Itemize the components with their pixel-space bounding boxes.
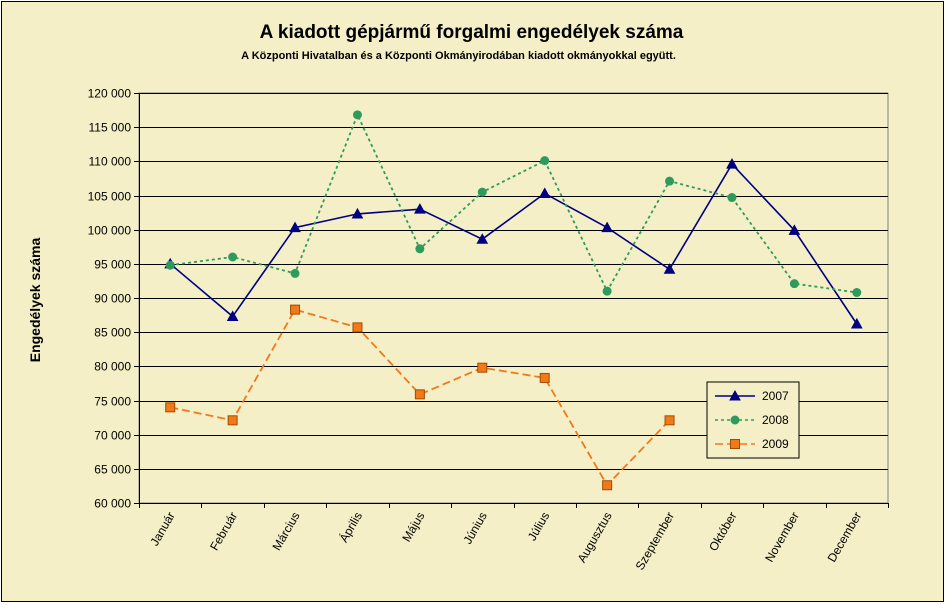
chart-subtitle: A Központi Hivatalban és a Központi Okmá…	[241, 50, 676, 62]
legend-entry-label: 2007	[762, 389, 789, 403]
data-point	[789, 279, 799, 289]
data-point	[228, 252, 238, 262]
data-point	[165, 402, 176, 413]
y-tick-label: 90 000	[94, 292, 131, 306]
y-tick-label: 80 000	[94, 360, 131, 374]
data-point	[601, 221, 613, 233]
data-point	[664, 415, 675, 426]
data-point	[852, 288, 862, 298]
y-tick-label: 105 000	[88, 190, 132, 204]
legend-marker	[729, 389, 741, 401]
y-tick-label: 120 000	[88, 87, 132, 101]
data-point	[788, 224, 801, 235]
legend-marker	[730, 415, 740, 425]
data-point	[477, 362, 488, 373]
legend-marker	[730, 439, 740, 449]
x-tick-label: Január	[147, 510, 177, 549]
x-tick-label: Szeptember	[633, 510, 677, 573]
data-point	[226, 310, 239, 321]
data-point	[850, 317, 863, 329]
data-point	[414, 389, 425, 400]
data-point	[538, 187, 551, 198]
data-point	[540, 156, 550, 166]
x-tick-label: Március	[270, 510, 303, 553]
series-line-2007	[169, 162, 858, 325]
data-point	[227, 415, 238, 426]
data-point	[165, 260, 175, 270]
x-tick-label: Május	[399, 510, 427, 545]
data-point	[665, 176, 675, 186]
x-tick-label: Július	[525, 510, 552, 544]
data-point	[602, 480, 613, 491]
legend: 2007 2008 2009	[706, 381, 800, 459]
y-tick-label: 110 000	[89, 155, 132, 169]
y-tick-label: 75 000	[94, 395, 131, 409]
legend-entry-label: 2009	[762, 437, 789, 451]
x-tick-label: Augusztus	[575, 510, 615, 566]
y-tick-label: 85 000	[94, 326, 131, 340]
y-tick-label: 95 000	[94, 258, 131, 272]
series-2009	[165, 304, 675, 491]
x-tick-label: Április	[336, 509, 365, 545]
x-tick-label: December	[825, 510, 865, 565]
y-tick-label: 60 000	[94, 497, 131, 511]
x-tick-label: Október	[706, 509, 739, 553]
y-tick-label: 65 000	[94, 463, 131, 477]
data-point	[415, 244, 425, 254]
data-point	[726, 158, 738, 169]
series-line-2008	[170, 112, 857, 294]
data-point	[477, 187, 487, 197]
series-lines	[164, 110, 863, 491]
data-point	[476, 233, 489, 244]
data-point	[602, 286, 612, 296]
y-tick-label: 115 000	[89, 121, 132, 135]
data-point	[727, 193, 737, 203]
series-2008	[165, 110, 862, 298]
data-point	[290, 304, 301, 315]
x-tick-label: November	[762, 510, 802, 565]
data-point	[351, 207, 364, 219]
legend-entry-label: 2008	[762, 413, 789, 427]
data-point	[352, 110, 362, 120]
x-tick-label: Június	[460, 509, 489, 546]
data-point	[290, 268, 300, 278]
data-point	[352, 322, 363, 333]
data-point	[289, 221, 301, 233]
x-tick-label: Február	[207, 510, 240, 553]
data-point	[414, 203, 426, 214]
data-point	[539, 372, 550, 383]
chart-title: A kiadott gépjármű forgalmi engedélyek s…	[259, 22, 684, 43]
series-2007	[164, 158, 863, 329]
y-tick-label: 70 000	[94, 429, 131, 443]
data-point	[663, 263, 676, 274]
y-tick-label: 100 000	[88, 224, 132, 238]
